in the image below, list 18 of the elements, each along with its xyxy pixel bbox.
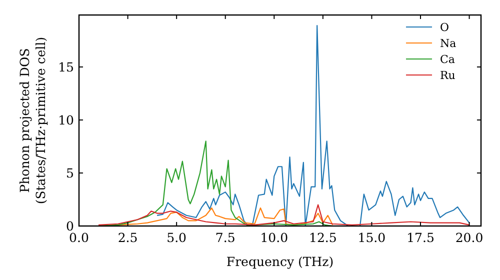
x-tick-label: 15.0 xyxy=(358,230,386,245)
legend-label: Ru xyxy=(440,68,456,82)
legend-label: Na xyxy=(440,36,457,50)
x-tick-label: 20.0 xyxy=(455,230,484,245)
x-tick-label: 12.5 xyxy=(309,230,337,245)
legend-label: Ca xyxy=(440,52,456,66)
x-tick-label: 2.5 xyxy=(118,230,138,245)
x-tick-label: 5.0 xyxy=(166,230,187,245)
y-axis-title: Phonon projected DOS (States/THz·primitive cell) xyxy=(17,36,48,204)
x-tick-label: 17.5 xyxy=(406,230,434,245)
x-tick-label: 10.0 xyxy=(260,230,288,245)
legend-label: O xyxy=(440,20,450,34)
y-tick-label: 15 xyxy=(58,59,74,74)
line-series xyxy=(98,204,470,226)
y-tick-label: 5 xyxy=(66,165,74,180)
x-axis-title: Frequency (THz) xyxy=(226,254,334,269)
y-tick-label: 10 xyxy=(58,112,74,128)
x-tick-label: 7.5 xyxy=(215,230,236,245)
